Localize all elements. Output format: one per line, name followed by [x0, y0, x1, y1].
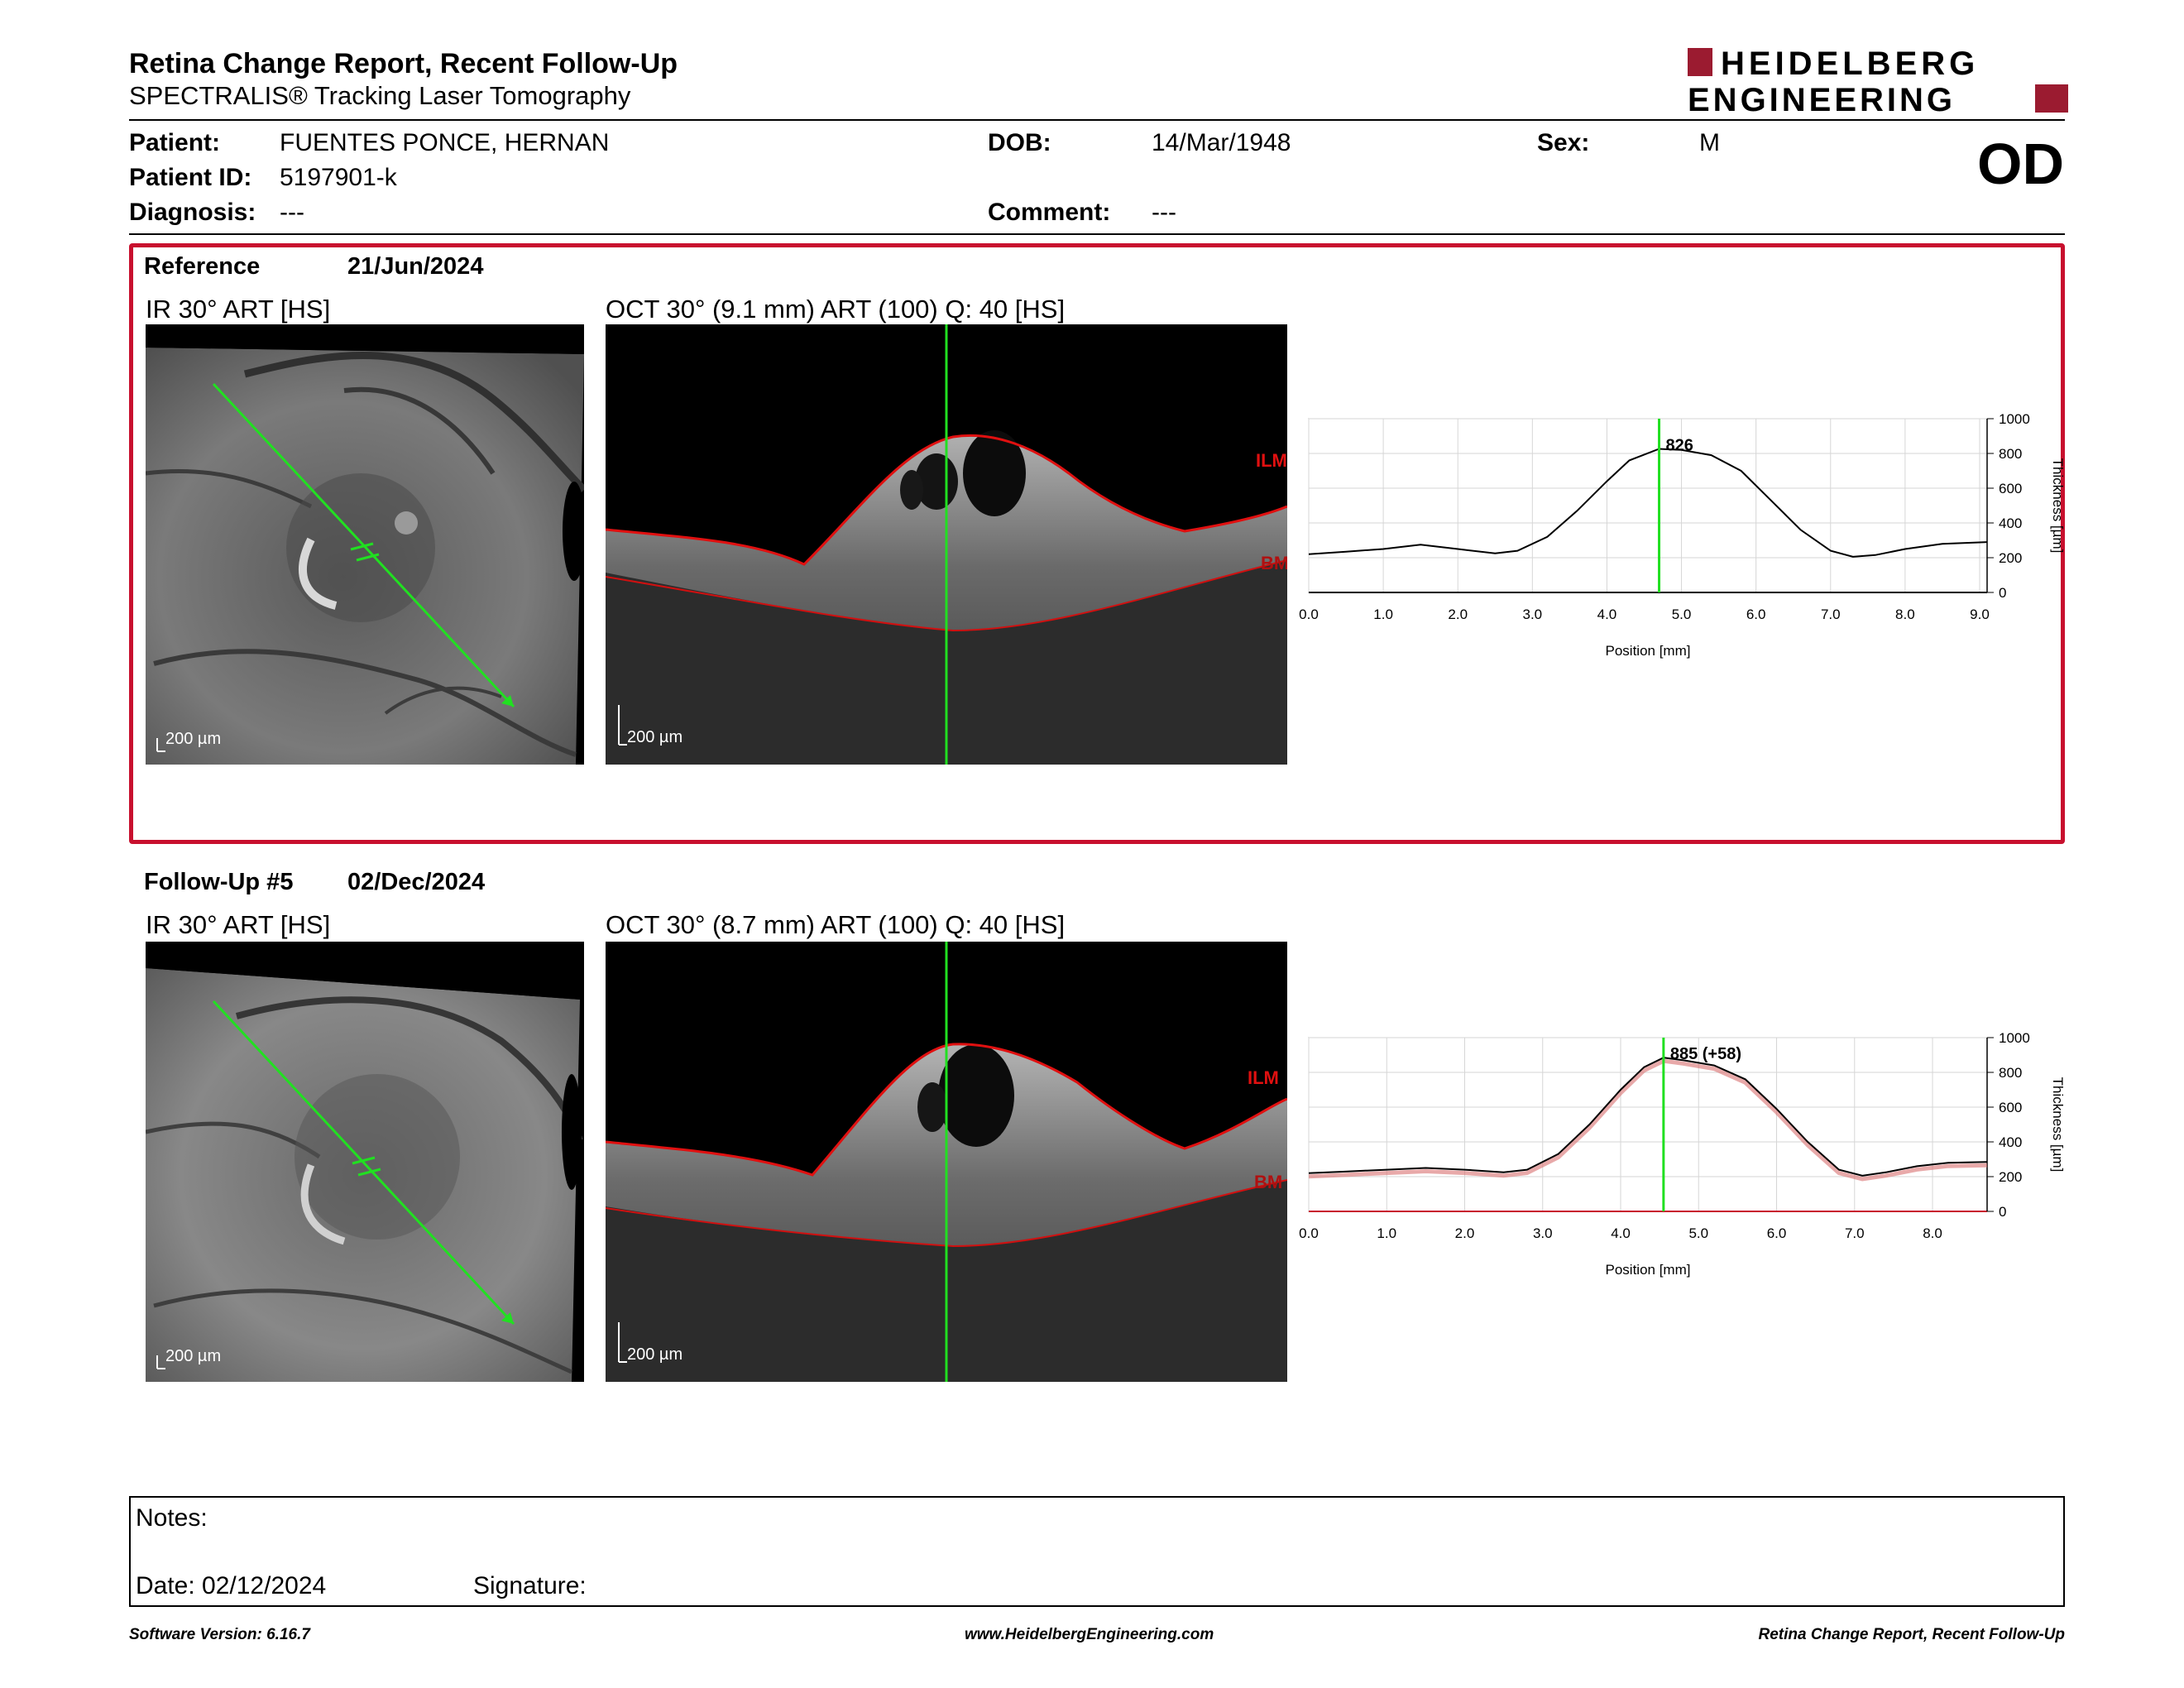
- x-tick-label: 1.0: [1373, 607, 1393, 622]
- x-tick-label: 8.0: [1895, 607, 1915, 622]
- reference-ilm-label: ILM: [1256, 450, 1287, 471]
- followup-oct-image: ILM BM 200 µm: [606, 942, 1287, 1382]
- x-tick-label: 5.0: [1688, 1225, 1708, 1241]
- y-tick-label: 200: [1999, 550, 2022, 566]
- reference-ir-label: IR 30° ART [HS]: [146, 295, 331, 324]
- report-title: Retina Change Report, Recent Follow-Up: [129, 48, 678, 79]
- x-tick-label: 4.0: [1611, 1225, 1631, 1241]
- y-tick-label: 0: [1999, 1204, 2006, 1220]
- x-tick-label: 8.0: [1923, 1225, 1942, 1241]
- y-axis-label: Thickness [µm]: [2050, 458, 2066, 554]
- notes-date: Date: 02/12/2024: [136, 1572, 327, 1599]
- comment-value: ---: [1152, 199, 1176, 226]
- x-tick-label: 5.0: [1672, 607, 1692, 622]
- y-tick-label: 1000: [1999, 411, 2030, 427]
- followup-oct-scale: 200 µm: [627, 1345, 683, 1364]
- followup-bm-label: BM: [1254, 1172, 1282, 1192]
- followup-ir-image: 200 µm: [146, 942, 584, 1382]
- x-tick-label: 2.0: [1455, 1225, 1475, 1241]
- plot-area: [1308, 418, 1988, 593]
- reference-bm-label: BM: [1261, 553, 1287, 573]
- x-tick-label: 9.0: [1970, 607, 1990, 622]
- y-tick-label: 0: [1999, 585, 2006, 601]
- x-tick-label: 7.0: [1821, 607, 1841, 622]
- signature-label: Signature:: [473, 1572, 587, 1599]
- x-tick-label: 0.0: [1299, 1225, 1319, 1241]
- sex-label: Sex:: [1537, 129, 1590, 156]
- x-tick-label: 6.0: [1767, 1225, 1787, 1241]
- diagnosis-label: Diagnosis:: [129, 199, 256, 226]
- reference-ir-image: 200 µm: [146, 324, 584, 765]
- y-tick-label: 1000: [1999, 1030, 2030, 1046]
- eye-indicator: OD: [1977, 132, 2064, 196]
- x-tick-label: 2.0: [1448, 607, 1468, 622]
- header-divider: [129, 119, 2065, 121]
- footer-website[interactable]: www.HeidelbergEngineering.com: [965, 1626, 1214, 1643]
- reference-section-border: [129, 243, 2065, 844]
- patient-divider: [129, 233, 2065, 235]
- reference-oct-image: ILM BM 200 µm: [606, 324, 1287, 765]
- y-tick-label: 400: [1999, 1134, 2022, 1150]
- reference-oct-scale: 200 µm: [627, 728, 683, 746]
- followup-ir-scale: 200 µm: [165, 1347, 222, 1365]
- followup-ir-label: IR 30° ART [HS]: [146, 910, 331, 939]
- y-tick-label: 400: [1999, 516, 2022, 531]
- reference-date: 21/Jun/2024: [347, 253, 484, 280]
- y-tick-label: 800: [1999, 446, 2022, 462]
- x-tick-label: 4.0: [1597, 607, 1617, 622]
- comment-label: Comment:: [988, 199, 1111, 226]
- notes-box: Notes: Date: 02/12/2024 Signature:: [129, 1496, 2065, 1607]
- followup-date: 02/Dec/2024: [347, 869, 486, 895]
- patient-label: Patient:: [129, 129, 221, 156]
- patient-id-label: Patient ID:: [129, 164, 252, 191]
- logo-line1: HEIDELBERG: [1721, 46, 1979, 82]
- followup-oct-label: OCT 30° (8.7 mm) ART (100) Q: 40 [HS]: [606, 910, 1066, 939]
- y-tick-label: 600: [1999, 481, 2022, 496]
- notes-label: Notes:: [136, 1504, 208, 1532]
- plot-area: [1308, 1037, 1988, 1212]
- reference-thickness-chart: 0.0 1.0 2.0 3.0 4.0 5.0 6.0 7.0 8.0 9.0 0 200 400 600…: [1299, 411, 2066, 659]
- x-tick-label: 3.0: [1523, 607, 1543, 622]
- x-tick-label: 7.0: [1845, 1225, 1865, 1241]
- x-axis-label: Position [mm]: [1606, 1262, 1691, 1278]
- y-axis-label: Thickness [µm]: [2050, 1077, 2066, 1172]
- reference-oct-label: OCT 30° (9.1 mm) ART (100) Q: 40 [HS]: [606, 295, 1066, 324]
- x-tick-label: 1.0: [1377, 1225, 1396, 1241]
- x-tick-label: 0.0: [1299, 607, 1319, 622]
- dob-value: 14/Mar/1948: [1152, 129, 1291, 156]
- x-tick-label: 6.0: [1746, 607, 1766, 622]
- y-tick-label: 800: [1999, 1065, 2022, 1081]
- sex-value: M: [1699, 129, 1720, 156]
- patient-id-value: 5197901-k: [280, 164, 397, 191]
- followup-thickness-chart: 0.0 1.0 2.0 3.0 4.0 5.0 6.0 7.0 8.0 0 200 400 600 800…: [1299, 1030, 2066, 1278]
- diagnosis-value: ---: [280, 199, 304, 226]
- peak-value-label: 885 (+58): [1670, 1045, 1741, 1063]
- x-tick-label: 3.0: [1533, 1225, 1553, 1241]
- patient-name: FUENTES PONCE, HERNAN: [280, 129, 610, 156]
- heidelberg-logo: HEIDELBERG ENGINEERING: [1688, 46, 2068, 116]
- footer-report-name: Retina Change Report, Recent Follow-Up: [1758, 1626, 2065, 1643]
- followup-ilm-label: ILM: [1248, 1067, 1279, 1088]
- reference-ir-scale: 200 µm: [165, 730, 222, 748]
- followup-label: Follow-Up #5: [144, 869, 294, 895]
- y-tick-label: 200: [1999, 1169, 2022, 1185]
- footer-software-version: Software Version: 6.16.7: [129, 1626, 310, 1643]
- x-axis-label: Position [mm]: [1606, 643, 1691, 659]
- report-subtitle: SPECTRALIS® Tracking Laser Tomography: [129, 81, 631, 110]
- peak-value-label: 826: [1666, 437, 1693, 455]
- dob-label: DOB:: [988, 129, 1051, 156]
- y-tick-label: 600: [1999, 1100, 2022, 1115]
- logo-line2: ENGINEERING: [1688, 82, 1956, 116]
- reference-label: Reference: [144, 253, 261, 280]
